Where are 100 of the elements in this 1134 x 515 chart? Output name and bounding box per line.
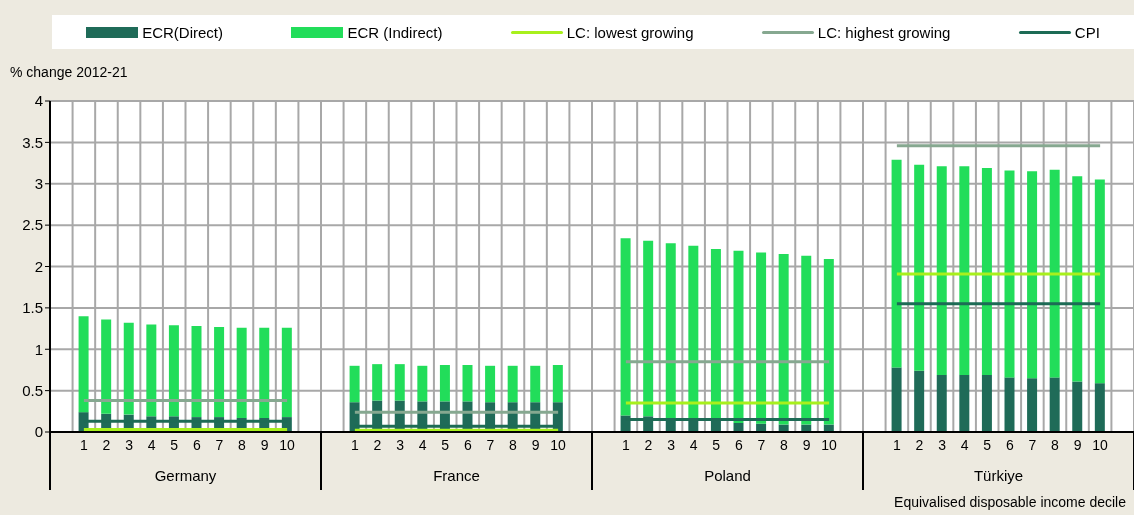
x-axis-title: Equivalised disposable income decile — [894, 494, 1126, 510]
bar — [891, 367, 902, 432]
bar — [78, 316, 89, 413]
x-tick-label: 10 — [279, 436, 296, 453]
bar — [823, 259, 834, 425]
x-tick-label: 4 — [147, 436, 156, 453]
bar — [936, 374, 947, 432]
x-tick-label: 7 — [486, 436, 495, 453]
x-tick-label: 2 — [644, 436, 653, 453]
x-tick-label: 8 — [238, 436, 247, 453]
bar — [394, 364, 405, 401]
x-tick-label: 8 — [1051, 436, 1060, 453]
y-axis-title: % change 2012-21 — [10, 64, 128, 80]
x-tick-label: 5 — [712, 436, 721, 453]
x-tick-label: 4 — [418, 436, 427, 453]
legend-label: LC: highest growing — [817, 23, 951, 41]
bar — [1094, 383, 1105, 432]
bar — [756, 252, 767, 424]
bar — [1027, 378, 1038, 432]
bar — [936, 166, 947, 375]
bar — [485, 365, 496, 403]
bar — [372, 364, 383, 401]
y-tick-label: 2.5 — [22, 216, 43, 234]
x-tick-label: 10 — [1092, 436, 1109, 453]
x-tick-label: 8 — [509, 436, 518, 453]
bar — [959, 374, 970, 432]
bar — [1094, 179, 1105, 384]
bar — [462, 364, 473, 402]
bar — [688, 245, 699, 419]
bar — [349, 365, 360, 403]
bar — [620, 238, 631, 416]
bar — [1072, 176, 1083, 382]
bar — [1004, 377, 1015, 432]
legend-label: CPI — [1074, 23, 1100, 41]
bar — [710, 249, 721, 419]
x-tick-label: 4 — [960, 436, 969, 453]
legend-label: LC: lowest growing — [566, 23, 694, 41]
bar — [733, 250, 744, 423]
x-tick-label: 6 — [463, 436, 472, 453]
x-tick-label: 10 — [550, 436, 567, 453]
bar — [123, 322, 134, 415]
x-tick-label: 7 — [1028, 436, 1037, 453]
bar — [981, 168, 992, 375]
x-tick-label: 9 — [1073, 436, 1082, 453]
text: Germany — [153, 467, 218, 484]
bar — [417, 365, 428, 402]
x-tick-label: 7 — [215, 436, 224, 453]
y-tick-label: 3 — [34, 175, 43, 193]
bar — [191, 326, 202, 418]
y-tick-label: 1 — [34, 340, 43, 358]
x-tick-label: 3 — [667, 436, 676, 453]
x-tick-label: 2 — [102, 436, 111, 453]
y-tick-label: 1.5 — [22, 299, 43, 317]
x-tick-label: 5 — [983, 436, 992, 453]
bar — [259, 327, 270, 418]
x-tick-label: 9 — [802, 436, 811, 453]
x-tick-label: 5 — [441, 436, 450, 453]
bar — [981, 374, 992, 432]
legend-label: ECR (Indirect) — [347, 23, 443, 41]
bar — [146, 324, 157, 417]
bar — [530, 365, 541, 403]
y-tick-label: 3.5 — [22, 133, 43, 151]
text: Türkiye — [972, 467, 1025, 484]
bar — [1027, 171, 1038, 379]
x-tick-label: 9 — [531, 436, 540, 453]
x-tick-label: 10 — [821, 436, 838, 453]
y-tick-label: 2 — [34, 257, 43, 275]
bar — [439, 364, 450, 402]
x-tick-label: 1 — [350, 436, 359, 453]
x-tick-label: 7 — [757, 436, 766, 453]
text: Poland — [703, 467, 752, 484]
x-tick-label: 9 — [260, 436, 269, 453]
bar — [1072, 381, 1083, 432]
bar — [1004, 170, 1015, 378]
bar — [914, 370, 925, 432]
x-tick-label: 6 — [734, 436, 743, 453]
x-tick-label: 6 — [1005, 436, 1014, 453]
bar — [801, 255, 812, 425]
x-tick-label: 1 — [79, 436, 88, 453]
bar — [101, 319, 112, 414]
bar — [891, 159, 902, 368]
bar — [236, 327, 247, 418]
bar — [643, 240, 654, 417]
bar — [959, 166, 970, 375]
legend-label: ECR(Direct) — [142, 23, 224, 41]
x-tick-label: 5 — [170, 436, 179, 453]
bar — [778, 254, 789, 425]
x-tick-label: 1 — [621, 436, 630, 453]
bar — [168, 325, 179, 417]
bar — [1049, 377, 1060, 432]
x-tick-label: 3 — [396, 436, 405, 453]
bar — [507, 365, 518, 403]
bar — [914, 164, 925, 371]
x-tick-label: 2 — [915, 436, 924, 453]
x-tick-label: 8 — [780, 436, 789, 453]
x-tick-label: 3 — [938, 436, 947, 453]
x-tick-label: 3 — [125, 436, 134, 453]
y-tick-label: 0.5 — [22, 381, 43, 399]
bar — [214, 326, 225, 418]
x-tick-label: 6 — [192, 436, 201, 453]
